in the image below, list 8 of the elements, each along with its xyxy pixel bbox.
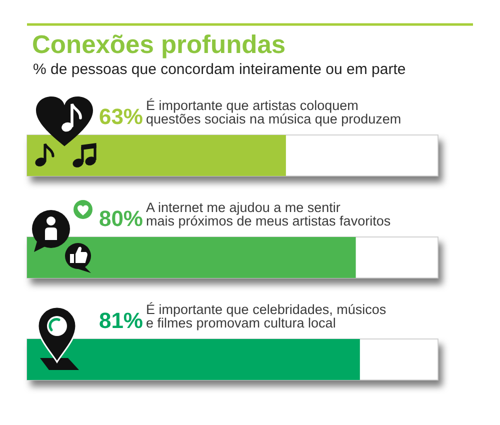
y-tick-label: É importante que celebridades, músicos e filmes promovam cultura local (146, 302, 386, 330)
data-label: 63% (98, 104, 143, 129)
chart-subtitle: % de pessoas que concordam inteiramente ou em parte (33, 61, 406, 78)
data-label: 80% (98, 206, 143, 231)
chart-title: Conexões profundas (32, 31, 286, 59)
y-tick-label: A internet me ajudou a me sentir mais próximos de meus artistas favoritos (146, 200, 391, 228)
data-label: 81% (98, 308, 143, 333)
y-tick-label: É importante que artistas coloquem questões sociais na música que produzem (146, 98, 402, 126)
